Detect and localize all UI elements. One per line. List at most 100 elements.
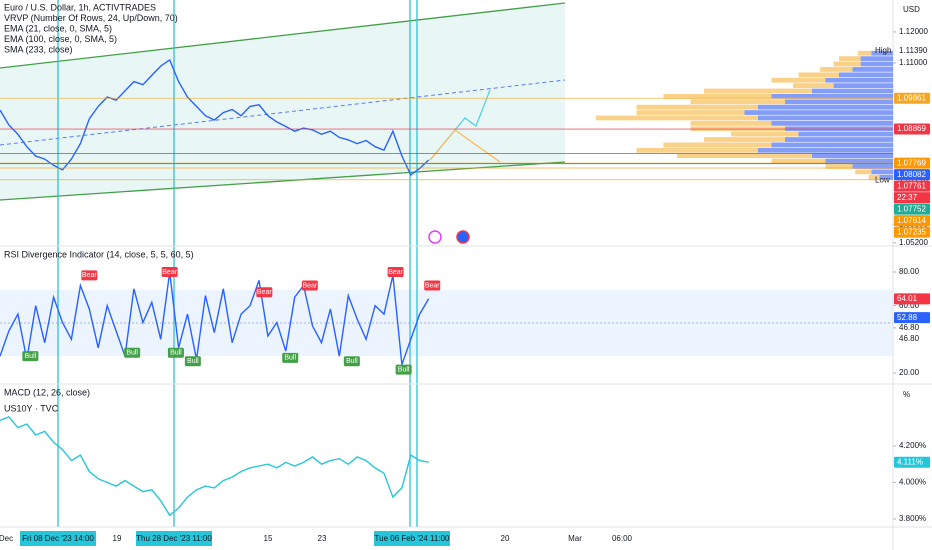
vp-up (798, 131, 893, 137)
value-tag: 1.07769 (897, 158, 926, 167)
value-tag: 52.88 (897, 313, 918, 322)
event-icon[interactable] (456, 230, 470, 244)
pane-title: RSI Divergence Indicator (14, close, 5, … (4, 249, 194, 259)
vp-up (812, 153, 893, 159)
event-icon[interactable] (428, 230, 442, 244)
channel-top (0, 2, 566, 69)
value-tag-bg (894, 169, 930, 181)
signal-label: Bull (284, 355, 296, 362)
value-tag: 1.09861 (897, 93, 926, 102)
value-tag-bg (894, 157, 930, 169)
vp-up (825, 158, 893, 164)
vp-up (771, 93, 893, 99)
vp-up (785, 99, 893, 105)
axis-unit: % (903, 390, 910, 399)
y-tick-label: 46.80 (899, 323, 920, 332)
vp-up (839, 72, 893, 78)
indicator-label: VRVP (Number Of Rows, 24, Up/Down, 70) (4, 13, 178, 23)
time-label: Thu 28 Dec '23 11:00 (136, 534, 212, 543)
value-tag-bg (894, 293, 930, 305)
signal-bg (424, 280, 441, 291)
signal-label: Bull (25, 353, 37, 360)
value-tag: 1.07235 (897, 227, 926, 236)
signal-label: Bull (126, 350, 138, 357)
vp-up (771, 120, 893, 126)
vp-down (704, 88, 812, 94)
projection-down (429, 129, 501, 163)
vp-up (879, 174, 893, 180)
vp-down (771, 158, 826, 164)
indicator-label: EMA (100, close, 0, SMA, 5) (4, 34, 117, 44)
value-tag-bg (894, 456, 930, 468)
y-tick-label: 4.000% (899, 478, 926, 487)
vp-down (825, 164, 853, 169)
signal-bg (395, 364, 412, 375)
time-label: 15 (264, 534, 273, 543)
indicator-label: SMA (233, close) (4, 44, 73, 54)
vp-down (798, 72, 839, 78)
y-tick-label: 3.800% (899, 514, 926, 523)
signal-bg (343, 356, 360, 367)
time-label: 19 (113, 534, 122, 543)
mid-line (0, 79, 566, 146)
vp-up (825, 77, 893, 83)
time-label: 20 (501, 534, 510, 543)
signal-label: Bull (346, 358, 358, 365)
vp-down (663, 142, 772, 148)
vp-down (636, 110, 745, 115)
series-line (0, 415, 429, 517)
signal-label: Bear (257, 289, 272, 296)
value-tag: 1.07614 (897, 216, 926, 225)
vp-up (852, 164, 893, 169)
pane-title: US10Y · TVC (4, 403, 59, 413)
time-highlight (136, 531, 212, 546)
value-tag: 1.08082 (897, 170, 926, 179)
y-tick-label: 1.05200 (899, 238, 928, 247)
signal-bg (282, 352, 299, 363)
time-label: 23 (318, 534, 327, 543)
vp-down (596, 115, 758, 121)
series-line (0, 271, 430, 365)
indicator-label: EMA (21, close, 0, SMA, 5) (4, 23, 112, 33)
signal-label: Bear (388, 269, 403, 276)
y-tick-label: 20.00 (899, 368, 920, 377)
vp-up (785, 137, 893, 142)
time-label: Mar (568, 534, 582, 543)
value-tag: 1.07761 (897, 181, 926, 190)
vp-up (758, 104, 893, 110)
time-highlight (20, 531, 96, 546)
vp-down (771, 77, 826, 83)
vp-down (820, 67, 853, 72)
value-tag-bg (894, 226, 930, 238)
signal-bg (301, 280, 318, 291)
time-label: Fri 08 Dec '23 14:00 (22, 534, 94, 543)
vp-down (731, 131, 799, 137)
y-tick-label: 1.12000 (899, 27, 928, 36)
axis-unit: USD (903, 5, 920, 14)
signal-label: Bear (302, 282, 317, 289)
high-label: High (875, 46, 891, 55)
value-tag: 64.01 (897, 294, 918, 303)
vp-down (636, 104, 758, 110)
signal-label: Bear (425, 282, 440, 289)
vp-up (871, 169, 893, 175)
signal-label: Bear (162, 269, 177, 276)
value-tag-bg (894, 203, 930, 215)
vp-up (833, 83, 893, 88)
vp-up (758, 115, 893, 121)
time-label: Dec (0, 534, 13, 543)
indicator-label: MACD (12, 26, close) (4, 387, 90, 397)
value-tag-bg (894, 312, 930, 324)
vp-down (663, 93, 772, 99)
signal-bg (167, 347, 184, 358)
series-line (0, 58, 430, 176)
signal-label: Bull (398, 366, 410, 373)
y-tick-label: 80.00 (899, 267, 920, 276)
vp-up (860, 56, 893, 62)
vp-down (868, 174, 880, 180)
signal-label: Bull (170, 350, 182, 357)
value-tag-bg (894, 215, 930, 227)
vp-down (690, 99, 785, 105)
